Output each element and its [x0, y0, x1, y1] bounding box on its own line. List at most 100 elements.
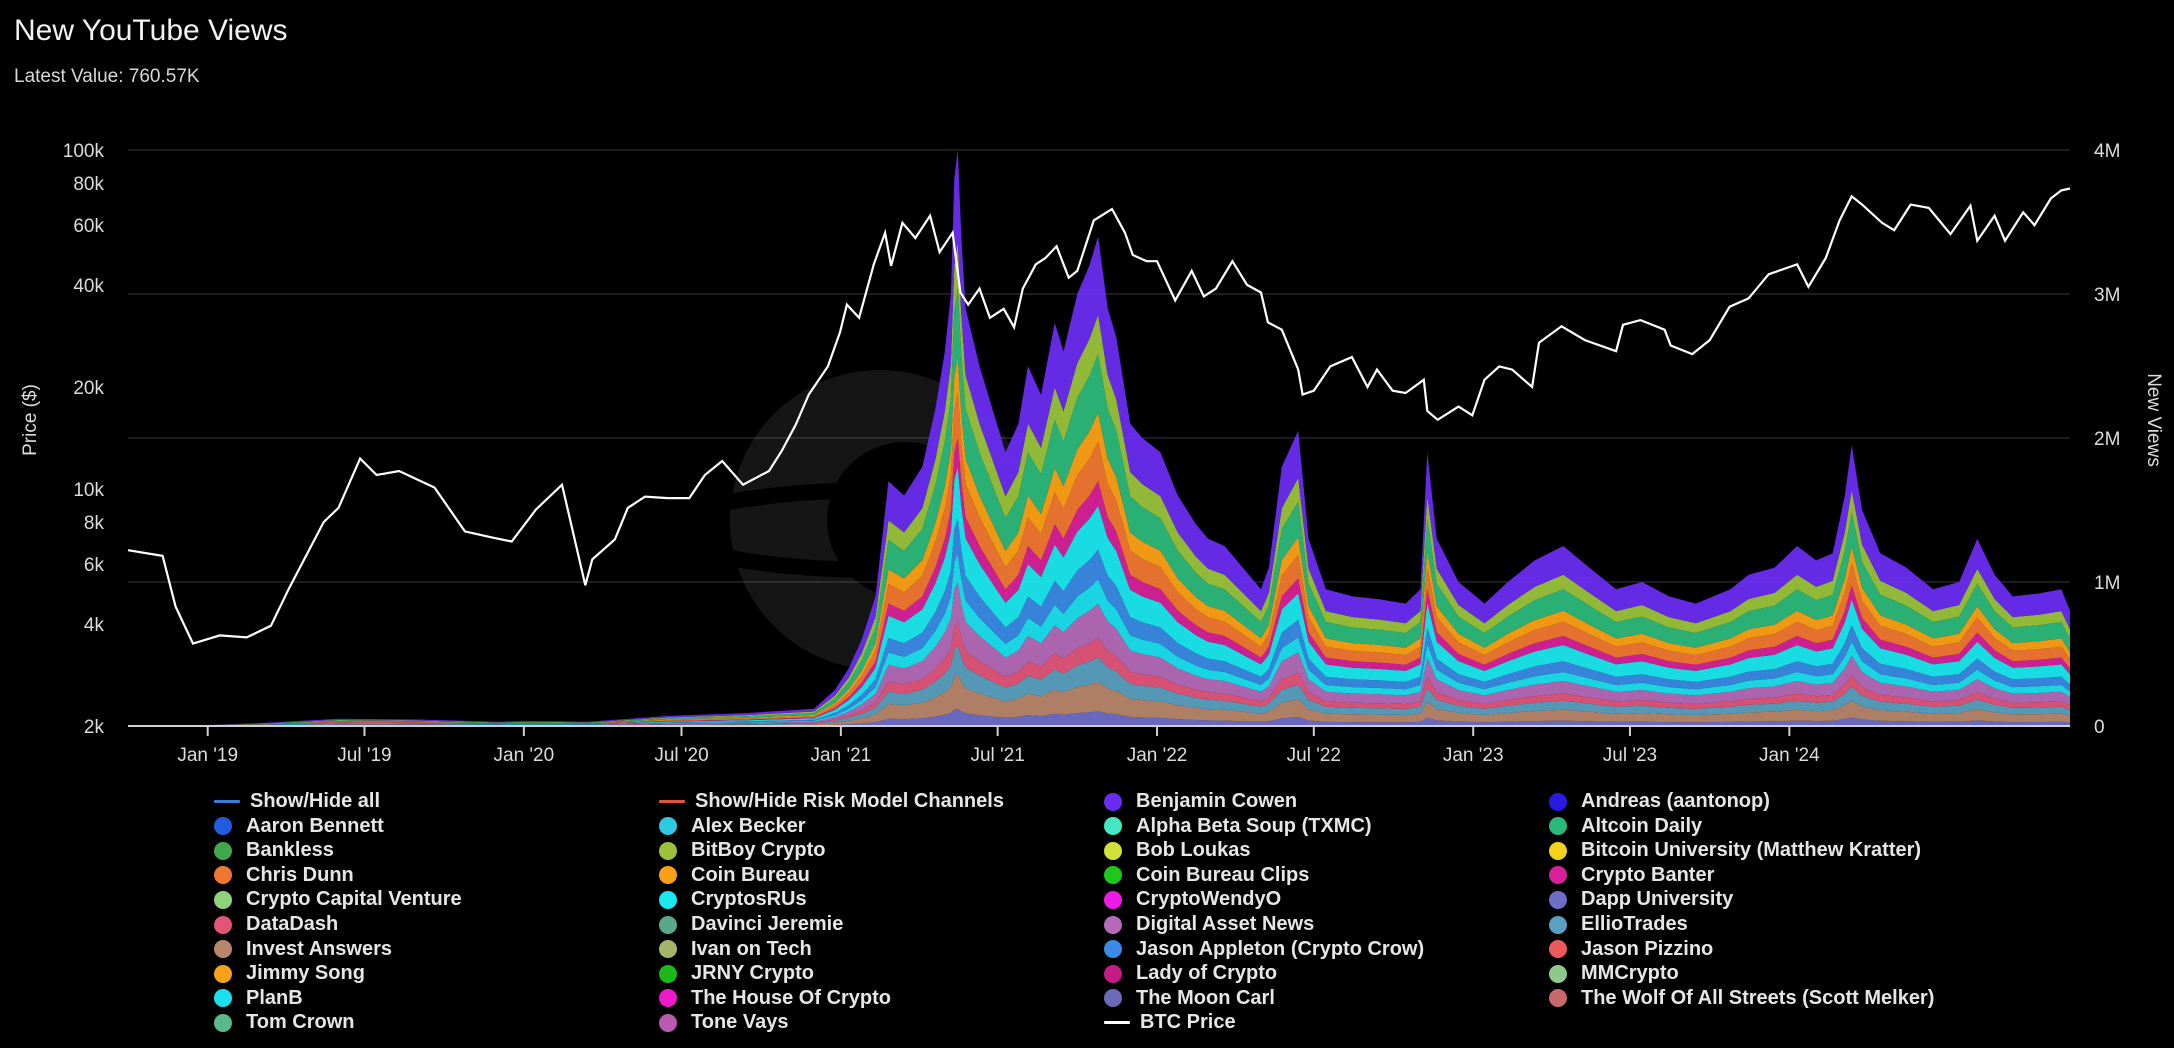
views-area-band: [128, 708, 2070, 726]
btc-price-line: [127, 187, 2071, 645]
legend-label: Dapp University: [1581, 888, 1734, 911]
legend-label: Tone Vays: [691, 1011, 789, 1034]
legend-item[interactable]: Digital Asset News: [1104, 913, 1314, 936]
x-tick-label: Jul '19: [337, 745, 391, 766]
legend-item[interactable]: Ivan on Tech: [659, 938, 812, 961]
legend-dot-swatch: [1104, 792, 1122, 811]
legend-label: Crypto Capital Venture: [246, 888, 462, 911]
legend-line-swatch: [659, 800, 685, 803]
legend-item[interactable]: Crypto Capital Venture: [214, 888, 462, 911]
legend-item[interactable]: Davinci Jeremie: [659, 913, 843, 936]
legend-label: Show/Hide Risk Model Channels: [695, 790, 1004, 812]
legend-item[interactable]: BitBoy Crypto: [659, 839, 825, 862]
legend-dot-swatch: [1104, 866, 1122, 885]
left-tick-label: 10k: [73, 480, 104, 501]
left-tick-label: 4k: [84, 615, 105, 636]
legend-item[interactable]: The House Of Crypto: [659, 987, 891, 1010]
chart-title: New YouTube Views: [14, 14, 288, 47]
legend-item[interactable]: Andreas (aantonop): [1549, 790, 1770, 813]
legend-item[interactable]: PlanB: [214, 987, 303, 1010]
legend-item[interactable]: CryptosRUs: [659, 888, 807, 911]
legend-label: Chris Dunn: [246, 863, 354, 886]
legend-item[interactable]: Crypto Banter: [1549, 864, 1714, 887]
legend-item[interactable]: Altcoin Daily: [1549, 815, 1702, 838]
views-area-band: [128, 622, 2070, 726]
legend-item[interactable]: Tom Crown: [214, 1011, 355, 1034]
legend-item[interactable]: Bob Loukas: [1104, 839, 1250, 862]
views-area-band: [128, 466, 2070, 726]
views-area-band: [128, 553, 2070, 726]
legend-item[interactable]: The Wolf Of All Streets (Scott Melker): [1549, 987, 1934, 1010]
legend-dot-swatch: [214, 940, 232, 959]
legend-label: Jason Pizzino: [1581, 937, 1714, 960]
x-tick-label: Jan '21: [811, 745, 872, 766]
x-tick-label: Jul '23: [1603, 745, 1657, 766]
legend-item[interactable]: Invest Answers: [214, 938, 392, 961]
legend-item[interactable]: Coin Bureau Clips: [1104, 864, 1309, 887]
legend-dot-swatch: [214, 841, 232, 860]
legend-item[interactable]: JRNY Crypto: [659, 962, 814, 985]
legend-label: Aaron Bennett: [246, 814, 384, 837]
views-area-band: [128, 438, 2070, 726]
left-tick-label: 2k: [84, 717, 105, 738]
legend-label: Jimmy Song: [246, 962, 365, 985]
legend-label: The Wolf Of All Streets (Scott Melker): [1581, 986, 1935, 1009]
left-tick-label: 8k: [84, 513, 105, 534]
right-tick-label: 3M: [2094, 285, 2120, 306]
legend-dot-swatch: [1104, 915, 1122, 934]
legend-label: CryptosRUs: [691, 888, 807, 911]
legend-label: DataDash: [246, 913, 339, 935]
legend-item[interactable]: Lady of Crypto: [1104, 962, 1277, 985]
legend-item[interactable]: Jimmy Song: [214, 962, 365, 985]
legend-label: BitBoy Crypto: [691, 839, 826, 862]
legend-item[interactable]: Bitcoin University (Matthew Kratter): [1549, 839, 1921, 862]
legend-label: Andreas (aantonop): [1581, 790, 1770, 812]
legend-item[interactable]: Jason Appleton (Crypto Crow): [1104, 938, 1424, 961]
legend-item[interactable]: Alpha Beta Soup (TXMC): [1104, 815, 1372, 838]
legend-dot-swatch: [1549, 915, 1567, 934]
legend-dot-swatch: [1104, 890, 1122, 909]
left-tick-label: 80k: [73, 174, 104, 195]
legend-item[interactable]: The Moon Carl: [1104, 987, 1275, 1010]
legend-item[interactable]: Show/Hide Risk Model Channels: [659, 790, 1004, 813]
legend-label: MMCrypto: [1581, 962, 1679, 985]
legend-item[interactable]: Aaron Bennett: [214, 815, 384, 838]
legend-dot-swatch: [1549, 841, 1567, 860]
legend-item[interactable]: Tone Vays: [659, 1011, 788, 1034]
legend-item[interactable]: Chris Dunn: [214, 864, 354, 887]
legend-dot-swatch: [659, 1013, 677, 1032]
legend-dot-swatch: [1549, 989, 1567, 1008]
legend-dot-swatch: [1104, 964, 1122, 983]
legend-item[interactable]: Show/Hide all: [214, 790, 380, 813]
legend-item[interactable]: Coin Bureau: [659, 864, 810, 887]
legend-label: Bankless: [246, 839, 334, 862]
legend-item[interactable]: DataDash: [214, 913, 338, 936]
legend-item[interactable]: Jason Pizzino: [1549, 938, 1713, 961]
legend-item[interactable]: MMCrypto: [1549, 962, 1679, 985]
right-tick-label: 1M: [2094, 573, 2120, 594]
legend-item[interactable]: CryptoWendyO: [1104, 888, 1281, 911]
legend-dot-swatch: [659, 989, 677, 1008]
legend-label: PlanB: [246, 986, 303, 1009]
legend-dot-swatch: [214, 989, 232, 1008]
legend-item[interactable]: EllioTrades: [1549, 913, 1688, 936]
right-tick-label: 4M: [2094, 141, 2120, 162]
legend-dot-swatch: [214, 817, 232, 836]
legend-label: The Moon Carl: [1136, 986, 1275, 1009]
legend-dot-swatch: [214, 915, 232, 934]
legend-item[interactable]: Bankless: [214, 839, 334, 862]
legend-item[interactable]: BTC Price: [1104, 1011, 1236, 1034]
legend-dot-swatch: [659, 841, 677, 860]
legend-label: Invest Answers: [246, 937, 392, 960]
views-area-band: [128, 242, 2070, 726]
legend-item[interactable]: Benjamin Cowen: [1104, 790, 1297, 813]
legend-item[interactable]: Dapp University: [1549, 888, 1733, 911]
legend-label: Jason Appleton (Crypto Crow): [1136, 937, 1425, 960]
legend-dot-swatch: [659, 940, 677, 959]
legend-dot-swatch: [214, 866, 232, 885]
legend-dot-swatch: [659, 915, 677, 934]
legend-dot-swatch: [1104, 989, 1122, 1008]
legend-item[interactable]: Alex Becker: [659, 815, 806, 838]
legend-label: Alpha Beta Soup (TXMC): [1136, 814, 1372, 837]
right-tick-label: 2M: [2094, 429, 2120, 450]
